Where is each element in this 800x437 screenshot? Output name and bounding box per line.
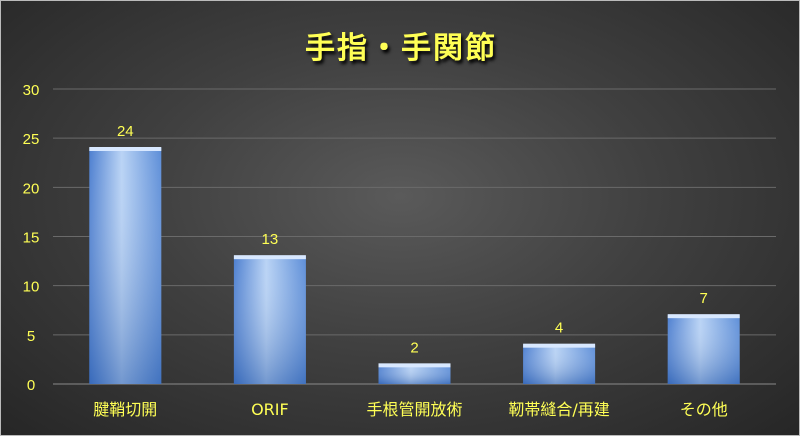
data-label: 13 [262, 231, 279, 248]
y-tick-label: 0 [27, 377, 35, 394]
x-tick-label: 手根管開放術 [366, 400, 462, 419]
bar-top [667, 314, 740, 319]
bar-top [233, 255, 306, 260]
y-tick-label: 30 [23, 82, 40, 99]
data-label: 4 [555, 320, 563, 337]
bar-shade [378, 364, 451, 384]
bar-top [89, 147, 162, 151]
bar-shade [667, 315, 740, 384]
y-tick-label: 10 [23, 279, 40, 296]
data-label: 2 [410, 339, 418, 356]
y-tick-label: 15 [23, 230, 40, 247]
chart-title: 手指・手関節 [305, 31, 497, 66]
x-tick-label: 靭帯縫合/再建 [508, 400, 609, 419]
x-tick-label: ORIF [251, 400, 289, 419]
y-tick-label: 5 [27, 328, 35, 345]
bar-top [378, 363, 451, 368]
bar-shade [89, 148, 162, 384]
bar-shade [233, 256, 306, 384]
data-label: 24 [117, 123, 134, 140]
x-tick-label: 腱鞘切開 [93, 400, 157, 419]
bar-top [523, 343, 596, 348]
y-tick-label: 20 [23, 180, 40, 197]
bar-shade [523, 344, 596, 384]
x-tick-label: その他 [680, 400, 728, 419]
data-label: 7 [700, 290, 708, 307]
y-tick-label: 25 [23, 131, 40, 148]
